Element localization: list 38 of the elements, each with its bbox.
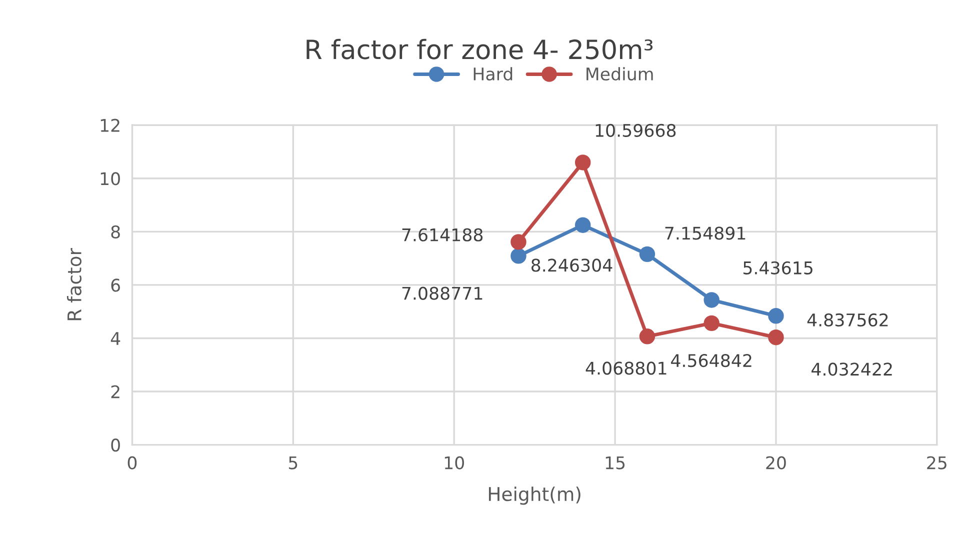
point <box>704 292 720 308</box>
data-label: 5.43615 <box>744 261 812 274</box>
data-label: 7.154891 <box>665 226 746 240</box>
x-tick-label: 10 <box>444 456 464 470</box>
point <box>768 308 784 324</box>
legend-label: Hard <box>474 67 512 81</box>
data-label: 10.59668 <box>596 124 676 137</box>
data-label: 8.246304 <box>531 258 612 272</box>
data-label: 4.068801 <box>586 362 666 375</box>
point <box>639 328 656 344</box>
point <box>574 154 591 170</box>
y-tick-label: 10 <box>100 172 120 186</box>
y-tick-label: 2 <box>111 385 120 398</box>
point <box>639 246 656 262</box>
chart-title: R factor for zone 4- 250m³ <box>306 38 653 60</box>
point <box>704 315 720 332</box>
y-tick-label: 0 <box>111 438 120 452</box>
point <box>768 330 784 346</box>
x-axis-title: Height(m) <box>488 486 580 505</box>
x-tick-label: 0 <box>128 456 137 470</box>
x-tick-label: 5 <box>288 456 298 470</box>
data-label: 4.032422 <box>812 362 892 376</box>
x-tick-label: 20 <box>766 456 786 470</box>
x-tick-label: 15 <box>606 456 625 470</box>
point <box>510 248 526 264</box>
data-label: 4.837562 <box>807 313 888 327</box>
y-tick-label: 4 <box>110 332 120 345</box>
y-tick-label: 6 <box>111 278 120 292</box>
y-axis-title: R factor <box>66 248 82 320</box>
point <box>574 217 591 233</box>
y-tick-label: 12 <box>100 118 120 132</box>
data-label: 7.088771 <box>402 286 482 300</box>
y-tick-label: 8 <box>111 225 120 239</box>
x-tick-label: 25 <box>927 456 946 470</box>
data-label: 4.564842 <box>671 354 752 368</box>
point <box>510 234 526 250</box>
data-label: 7.614188 <box>402 228 483 242</box>
legend-label: Medium <box>586 67 653 81</box>
